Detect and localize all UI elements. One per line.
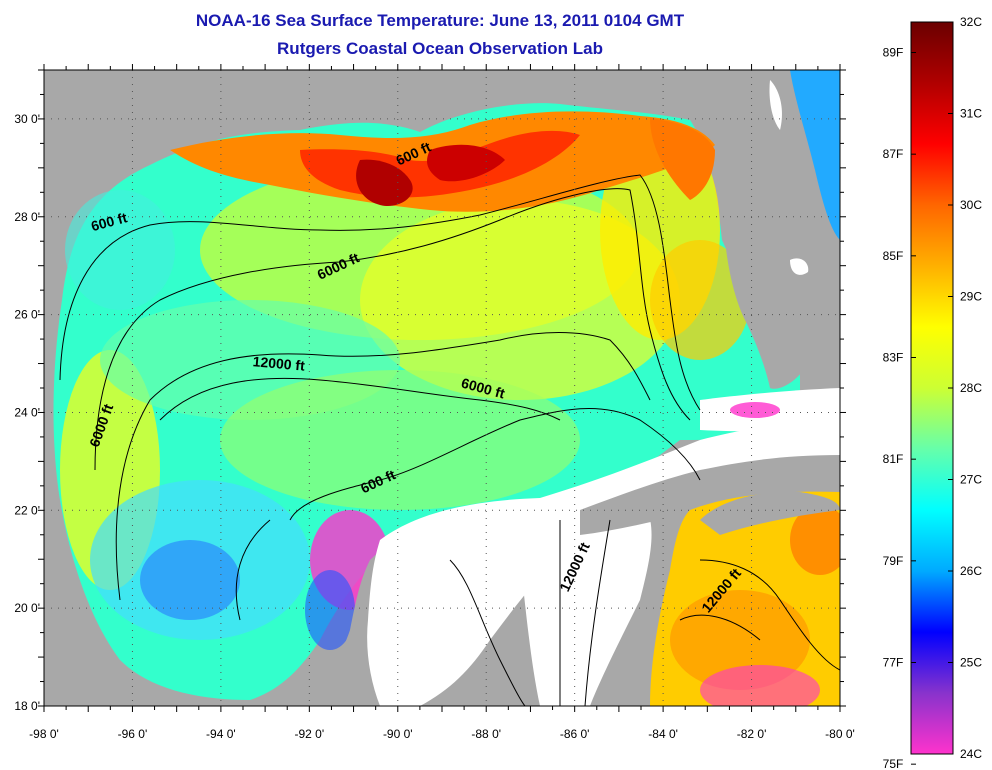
lon-tick-label: -82 0' xyxy=(737,727,767,741)
colorbar-celsius-label: 24C xyxy=(960,747,982,761)
colorbar-fahrenheit-label: 89F xyxy=(883,46,904,60)
lat-tick-label: 26 0' xyxy=(14,308,40,322)
colorbar-fahrenheit-labels: 89F 87F 85F 83F 81F 79F 77F 75F xyxy=(883,46,904,770)
colorbar-fahrenheit-label: 87F xyxy=(883,147,904,161)
colorbar-fahrenheit-label: 85F xyxy=(883,249,904,263)
lat-tick-label: 22 0' xyxy=(14,503,40,517)
graticule xyxy=(44,70,840,706)
lat-tick-label: 28 0' xyxy=(14,210,40,224)
latitude-labels: 18 0' 20 0' 22 0' 24 0' 26 0' 28 0' 30 0' xyxy=(14,112,40,713)
lon-tick-label: -94 0' xyxy=(206,727,236,741)
colorbar-fahrenheit-label: 81F xyxy=(883,452,904,466)
axis-ticks xyxy=(38,64,846,712)
colorbar: 32C 31C 30C 29C 28C 27C 26C 25C 24C 89F 87F 85F 83F… xyxy=(883,15,983,770)
colorbar-celsius-label: 28C xyxy=(960,381,982,395)
map-subtitle: Rutgers Coastal Ocean Observation Lab xyxy=(277,39,603,58)
colorbar-fahrenheit-label: 75F xyxy=(883,757,904,770)
map-title: NOAA-16 Sea Surface Temperature: June 13… xyxy=(195,11,685,30)
colorbar-fahrenheit-label: 77F xyxy=(883,656,904,670)
lon-tick-label: -80 0' xyxy=(825,727,855,741)
lon-tick-label: -84 0' xyxy=(648,727,678,741)
lat-tick-label: 30 0' xyxy=(14,112,40,126)
lon-tick-label: -88 0' xyxy=(471,727,501,741)
colorbar-celsius-label: 30C xyxy=(960,198,982,212)
colorbar-celsius-labels: 32C 31C 30C 29C 28C 27C 26C 25C 24C xyxy=(960,15,982,761)
colorbar-gradient xyxy=(910,21,954,755)
lon-tick-label: -92 0' xyxy=(295,727,325,741)
lon-tick-label: -96 0' xyxy=(118,727,148,741)
colorbar-celsius-label: 31C xyxy=(960,107,982,121)
lon-tick-label: -98 0' xyxy=(29,727,59,741)
colorbar-celsius-label: 27C xyxy=(960,473,982,487)
lon-tick-label: -86 0' xyxy=(560,727,590,741)
longitude-labels: -98 0' -96 0' -94 0' -92 0' -90 0' -88 0' -86 … xyxy=(29,727,855,741)
depth-contours xyxy=(59,174,840,706)
lon-tick-label: -90 0' xyxy=(383,727,413,741)
colorbar-celsius-label: 26C xyxy=(960,564,982,578)
lat-tick-label: 18 0' xyxy=(14,699,40,713)
contour-label: 12000 ft xyxy=(252,353,306,374)
colorbar-celsius-label: 25C xyxy=(960,656,982,670)
florida-land xyxy=(715,70,840,389)
colorbar-celsius-label: 29C xyxy=(960,290,982,304)
colorbar-fahrenheit-label: 79F xyxy=(883,554,904,568)
colorbar-fahrenheit-label: 83F xyxy=(883,351,904,365)
colorbar-celsius-label: 32C xyxy=(960,15,982,29)
lat-tick-label: 24 0' xyxy=(14,405,40,419)
lat-tick-label: 20 0' xyxy=(14,601,40,615)
